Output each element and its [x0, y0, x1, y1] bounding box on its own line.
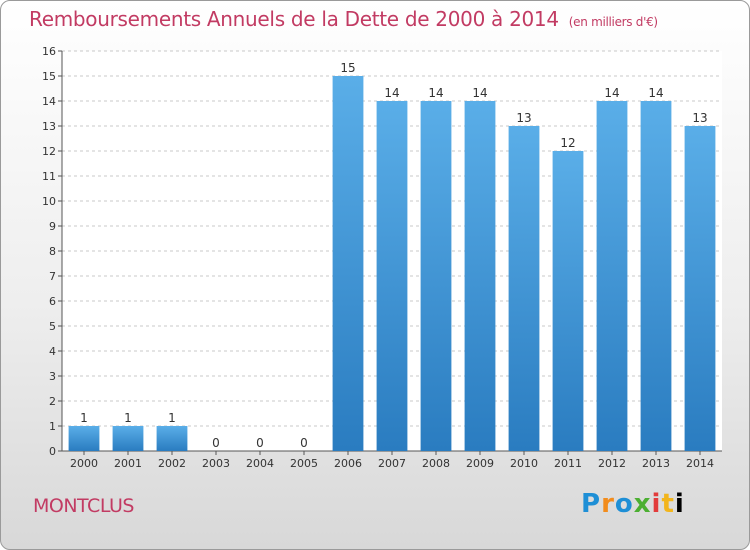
- x-tick-label: 2014: [686, 457, 714, 470]
- logo-letter: o: [614, 489, 634, 519]
- x-tick-label: 2003: [202, 457, 230, 470]
- data-label: 0: [300, 436, 308, 450]
- y-tick-label: 8: [49, 245, 56, 258]
- y-tick-label: 12: [42, 145, 56, 158]
- bar: [596, 101, 628, 451]
- data-label: 1: [168, 411, 176, 425]
- data-label: 15: [340, 61, 355, 75]
- x-tick-label: 2012: [598, 457, 626, 470]
- y-tick-label: 16: [42, 45, 56, 58]
- commune-name: MONTCLUS: [33, 495, 134, 517]
- data-label: 1: [124, 411, 132, 425]
- y-tick-label: 4: [49, 345, 56, 358]
- data-label: 14: [472, 86, 487, 100]
- x-tick-label: 2009: [466, 457, 494, 470]
- bar: [464, 101, 496, 451]
- bar: [420, 101, 452, 451]
- y-tick-label: 3: [49, 370, 56, 383]
- y-tick-label: 0: [49, 445, 56, 458]
- x-tick-label: 2008: [422, 457, 450, 470]
- x-tick-label: 2010: [510, 457, 538, 470]
- x-tick-label: 2004: [246, 457, 274, 470]
- data-label: 13: [692, 111, 707, 125]
- data-label: 14: [648, 86, 663, 100]
- logo-letter: r: [601, 489, 615, 519]
- y-tick-label: 2: [49, 395, 56, 408]
- logo-letter: P: [581, 489, 602, 519]
- chart-title: Remboursements Annuels de la Dette de 20…: [29, 7, 658, 31]
- data-label: 12: [560, 136, 575, 150]
- bar: [684, 126, 716, 451]
- x-tick-label: 2007: [378, 457, 406, 470]
- y-tick-label: 13: [42, 120, 56, 133]
- y-tick-label: 14: [42, 95, 56, 108]
- bar: [156, 426, 188, 451]
- title-text: Remboursements Annuels de la Dette de 20…: [29, 7, 559, 31]
- x-tick-label: 2002: [158, 457, 186, 470]
- data-label: 1: [80, 411, 88, 425]
- x-tick-label: 2013: [642, 457, 670, 470]
- y-tick-label: 15: [42, 70, 56, 83]
- logo-letter: x: [633, 489, 652, 519]
- bar: [68, 426, 100, 451]
- logo-letter: t: [661, 489, 675, 519]
- y-tick-label: 6: [49, 295, 56, 308]
- proxiti-logo: Proxiti: [581, 489, 685, 519]
- data-label: 14: [604, 86, 619, 100]
- y-tick-label: 11: [42, 170, 56, 183]
- data-label: 14: [384, 86, 399, 100]
- data-label: 0: [212, 436, 220, 450]
- bar: [640, 101, 672, 451]
- data-label: 13: [516, 111, 531, 125]
- bar: [376, 101, 408, 451]
- x-tick-label: 2011: [554, 457, 582, 470]
- bar: [508, 126, 540, 451]
- y-tick-label: 9: [49, 220, 56, 233]
- logo-letter: i: [651, 489, 662, 519]
- bar: [552, 151, 584, 451]
- y-tick-label: 7: [49, 270, 56, 283]
- x-tick-label: 2000: [70, 457, 98, 470]
- y-tick-label: 1: [49, 420, 56, 433]
- logo-letter: i: [674, 489, 685, 519]
- x-tick-label: 2006: [334, 457, 362, 470]
- y-tick-label: 10: [42, 195, 56, 208]
- y-tick-label: 5: [49, 320, 56, 333]
- bar: [332, 76, 364, 451]
- unit-label: (en milliers d'€): [568, 15, 658, 29]
- data-label: 14: [428, 86, 443, 100]
- x-tick-label: 2001: [114, 457, 142, 470]
- data-label: 0: [256, 436, 264, 450]
- bar: [112, 426, 144, 451]
- x-tick-label: 2005: [290, 457, 318, 470]
